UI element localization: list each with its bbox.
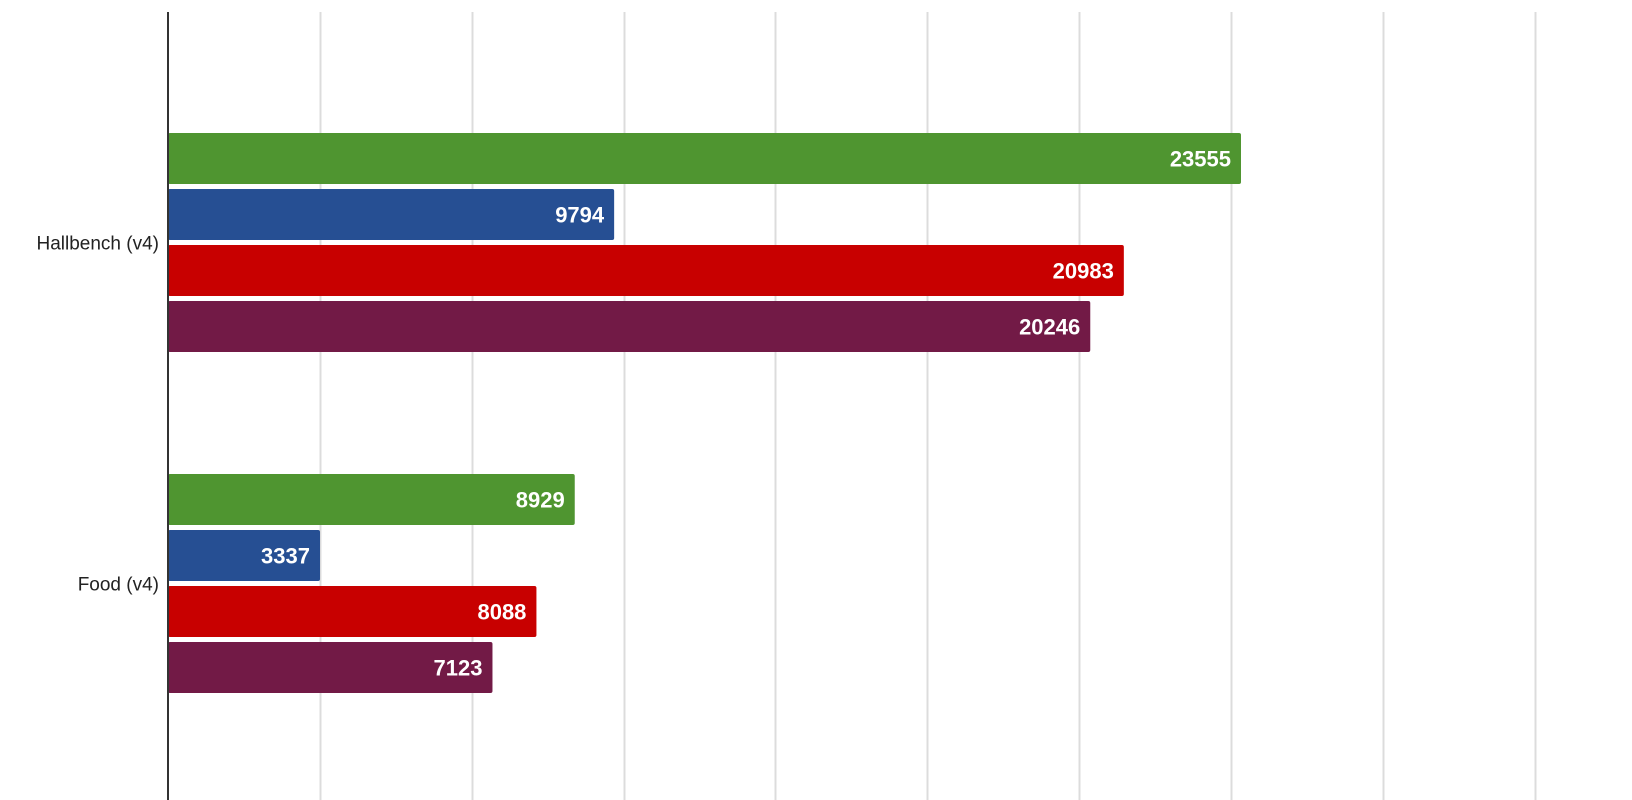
gridlines: [319, 12, 1537, 800]
bar-1-2: [168, 189, 615, 240]
data-label-2-1: 8929: [516, 488, 565, 513]
bar-2-2: [168, 530, 321, 581]
data-label-2-3: 8088: [477, 600, 526, 625]
bar-1-4: [168, 301, 1091, 352]
bar-2-3: [168, 586, 537, 637]
bar-2-4: [168, 642, 493, 693]
data-label-2-2: 3337: [261, 544, 310, 569]
category-label-1: Hallbench (v4): [37, 234, 160, 255]
bars: [168, 133, 1241, 693]
bar-1-3: [168, 245, 1124, 296]
bar-2-1: [168, 474, 575, 525]
labels: 23555 9794 20983 20246 Hallbench (v4) 8929 333…: [37, 147, 1232, 681]
data-label-1-2: 9794: [555, 203, 605, 228]
category-label-2: Food (v4): [78, 575, 159, 596]
data-label-1-3: 20983: [1053, 259, 1114, 284]
data-label-2-4: 7123: [434, 656, 483, 681]
data-label-1-1: 23555: [1170, 147, 1231, 172]
data-label-1-4: 20246: [1019, 315, 1080, 340]
bar-1-1: [168, 133, 1241, 184]
